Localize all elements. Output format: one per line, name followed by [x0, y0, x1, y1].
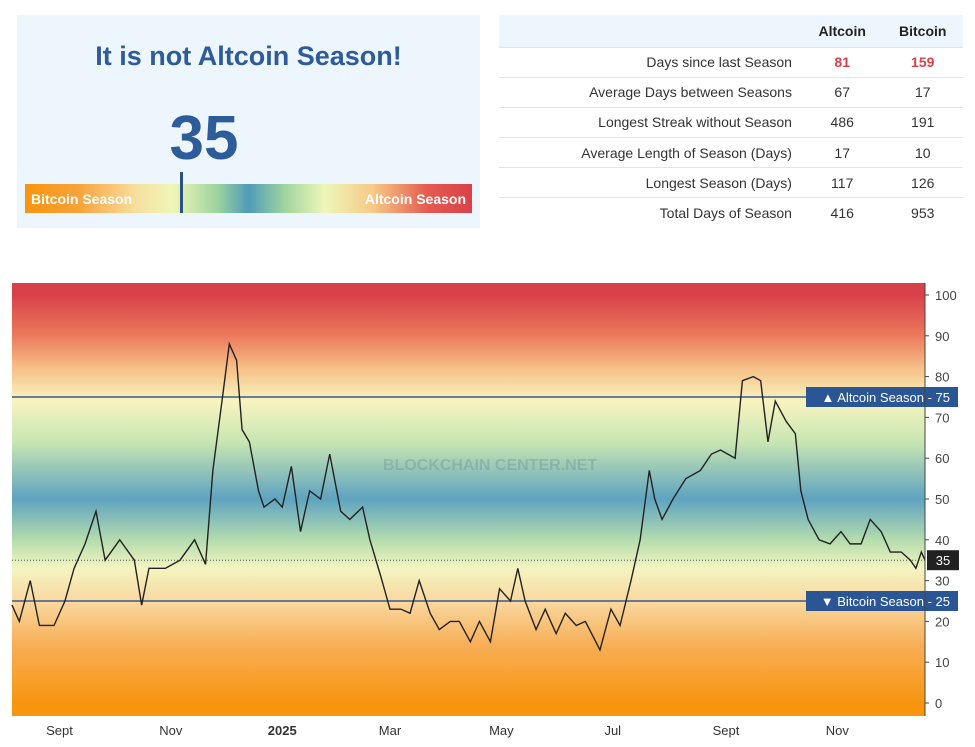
- y-tick-label: 20: [935, 614, 949, 629]
- stat-label: Longest Season (Days): [499, 167, 802, 198]
- x-tick-label: May: [489, 723, 514, 738]
- table-row: Days since last Season 81 159: [499, 46, 963, 78]
- table-row: Total Days of Season 416 953: [499, 197, 963, 229]
- table-row: Longest Streak without Season 486 191: [499, 106, 963, 138]
- column-header-label: [499, 15, 802, 47]
- season-stats-table: Altcoin Bitcoin Days since last Season 81…: [499, 15, 963, 229]
- y-tick-label: 90: [935, 329, 949, 344]
- altcoin-value: 67: [801, 76, 883, 108]
- x-tick-label: Nov: [826, 723, 850, 738]
- index-line: [11, 341, 926, 652]
- bitcoin-season-label: ▼ Bitcoin Season - 25: [821, 594, 950, 609]
- current-value-box: [927, 550, 959, 571]
- stat-label: Longest Streak without Season: [499, 106, 802, 138]
- altcoin-index-value: 35: [169, 104, 239, 173]
- x-tick-label: Mar: [379, 723, 402, 738]
- stat-label: Average Days between Seasons: [499, 76, 802, 108]
- bitcoin-value: 126: [882, 167, 963, 198]
- chart-background: [12, 283, 925, 716]
- y-tick-label: 80: [935, 370, 949, 385]
- reference-label-box: [806, 591, 958, 611]
- bitcoin-value: 159: [882, 46, 963, 78]
- current-value-label: 35: [936, 553, 950, 568]
- y-tick-label: 100: [935, 288, 957, 303]
- y-tick-label: 0: [935, 696, 942, 711]
- stat-label: Days since last Season: [499, 46, 802, 78]
- gauge-altcoin-season-label: Altcoin Season: [364, 191, 466, 207]
- bitcoin-value: 953: [882, 197, 963, 229]
- y-tick-label: 10: [935, 655, 949, 670]
- column-header-bitcoin: Bitcoin: [882, 15, 963, 47]
- y-tick-label: 40: [935, 533, 949, 548]
- y-tick-label: 70: [935, 410, 949, 425]
- x-tick-label: Sept: [713, 723, 740, 738]
- x-tick-label: 2025: [268, 723, 297, 738]
- column-header-altcoin: Altcoin: [801, 15, 883, 47]
- y-tick-label: 50: [935, 492, 949, 507]
- altcoin-value: 17: [801, 137, 883, 168]
- altcoin-value: 81: [801, 46, 883, 78]
- gauge-marker: [180, 172, 184, 213]
- season-status-card: It is not Altcoin Season! 35 Bitcoin Sea…: [17, 15, 480, 228]
- y-tick-label: 60: [935, 451, 949, 466]
- reference-label-box: [806, 387, 958, 407]
- x-tick-label: Jul: [604, 723, 621, 738]
- altcoin-value: 486: [801, 106, 883, 138]
- season-status-title: It is not Altcoin Season!: [95, 41, 402, 71]
- stat-label: Average Length of Season (Days): [499, 137, 802, 168]
- table-row: Average Length of Season (Days) 17 10: [499, 137, 963, 168]
- altcoin-value: 416: [801, 197, 883, 229]
- bitcoin-value: 17: [882, 76, 963, 108]
- gauge-bitcoin-season-label: Bitcoin Season: [31, 191, 133, 207]
- watermark: BLOCKCHAIN CENTER.NET: [383, 457, 597, 474]
- bitcoin-value: 191: [882, 106, 963, 138]
- x-tick-label: Sept: [46, 723, 73, 738]
- table-row: Average Days between Seasons 67 17: [499, 76, 963, 108]
- bitcoin-value: 10: [882, 137, 963, 168]
- y-tick-label: 30: [935, 574, 949, 589]
- season-gauge: Bitcoin Season Altcoin Season: [25, 172, 472, 213]
- altcoin-value: 117: [801, 167, 883, 198]
- x-tick-label: Nov: [159, 723, 183, 738]
- stat-label: Total Days of Season: [499, 197, 802, 229]
- altcoin-season-label: ▲ Altcoin Season - 75: [822, 390, 951, 405]
- altcoin-season-index-chart: BLOCKCHAIN CENTER.NET ▲ Altcoin Season - …: [11, 283, 959, 738]
- table-row: Longest Season (Days) 117 126: [499, 167, 963, 198]
